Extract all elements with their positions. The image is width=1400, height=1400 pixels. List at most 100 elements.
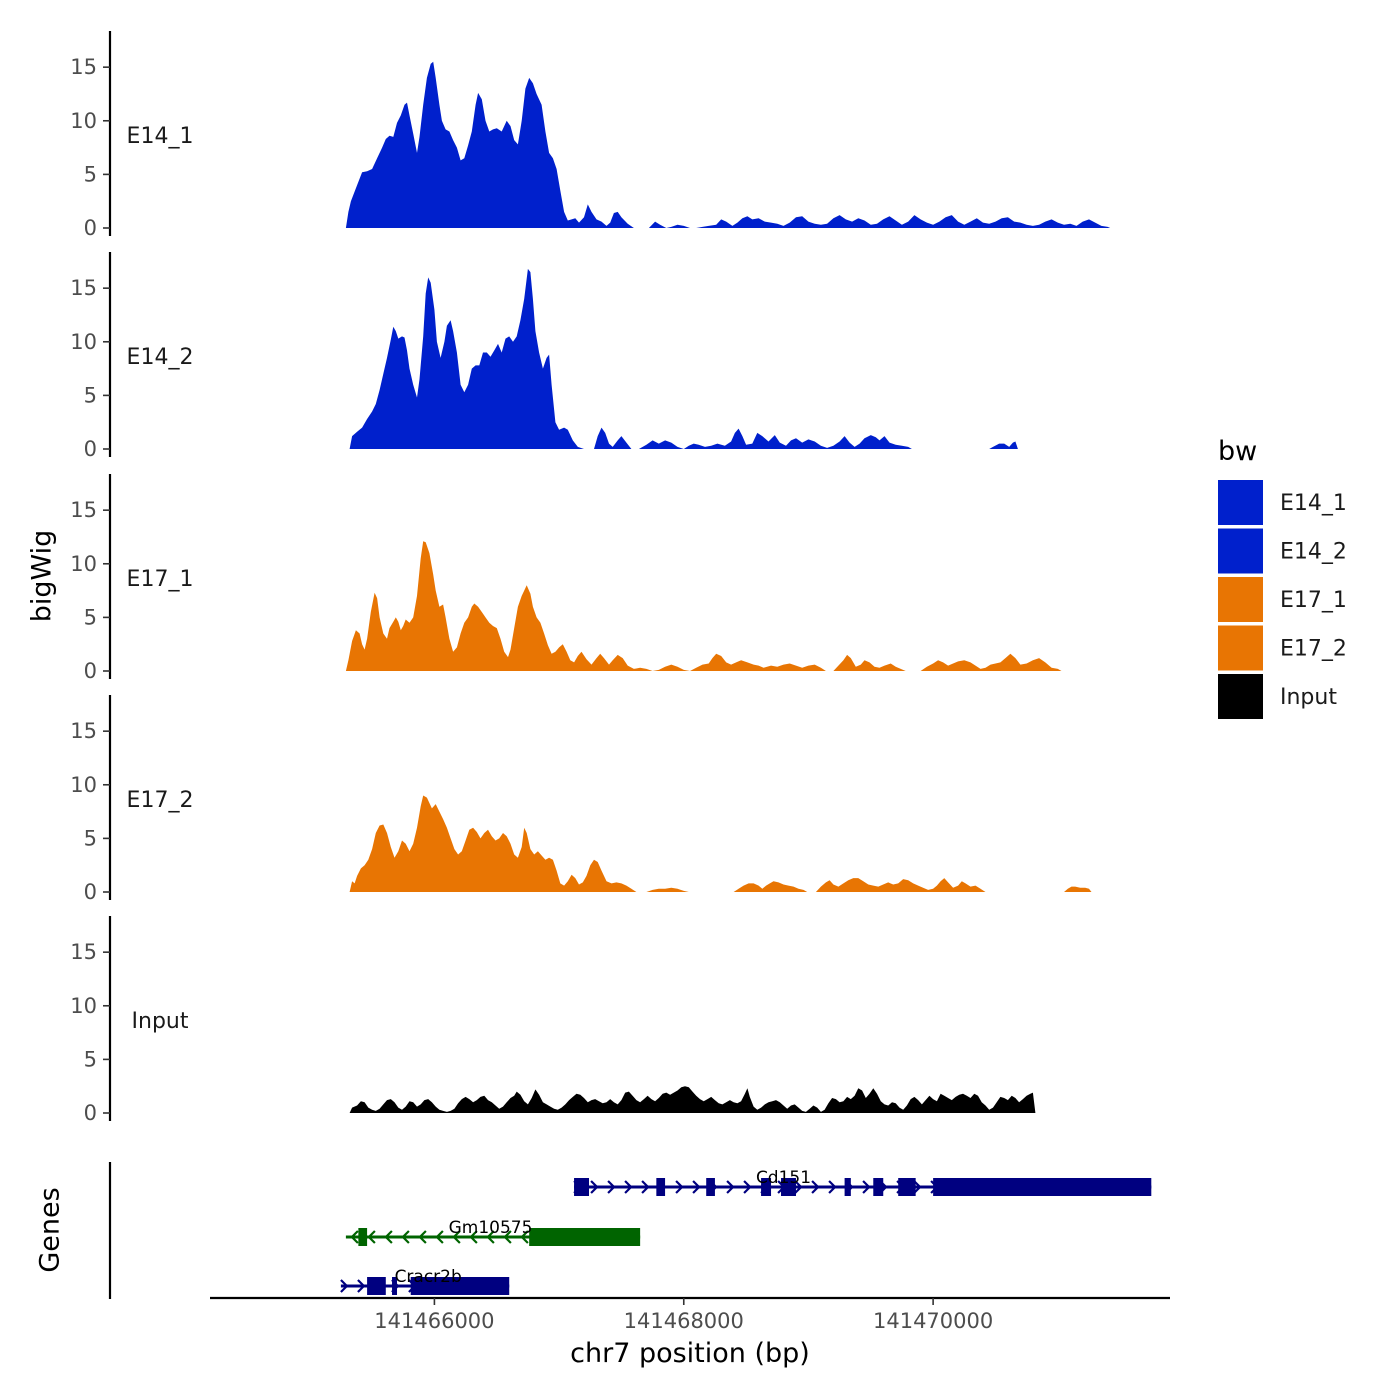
track-label-E14_2: E14_2 (127, 345, 194, 370)
y-tick-label: 10 (70, 994, 97, 1018)
track-label-E17_1: E17_1 (127, 567, 194, 592)
x-axis: 141466000 141468000 141470000 chr7 positio… (210, 1296, 1170, 1369)
y-tick-label: 10 (70, 552, 97, 576)
gene-label: Cd151 (756, 1168, 811, 1188)
y-tick-label: 0 (84, 1101, 97, 1125)
track-label-E14_1: E14_1 (127, 124, 194, 149)
strand-chevron (794, 1180, 803, 1194)
signal-area-E14_1 (345, 61, 1111, 228)
strand-chevron (726, 1180, 735, 1194)
strand-chevron (641, 1180, 650, 1194)
legend-swatch (1218, 577, 1263, 622)
y-axis-title: bigWig (27, 530, 58, 623)
legend-swatch (1218, 480, 1263, 525)
legend-entry-E14_1: E14_1 (1218, 480, 1347, 525)
strand-chevron (520, 1230, 529, 1244)
y-tick-label: 0 (84, 216, 97, 240)
legend-swatch (1218, 528, 1263, 574)
strand-chevron (862, 1180, 871, 1194)
gene-exon (781, 1178, 796, 1196)
gene-exon (574, 1178, 590, 1196)
genes-track-title: Genes (35, 1187, 66, 1272)
strand-chevron (418, 1230, 427, 1244)
strand-chevron (340, 1279, 349, 1293)
legend: bw E14_1 E14_2 E17_1 E17_2 Input (1218, 436, 1347, 719)
panel-E17_2: 0 5 10 15 E17_2 (70, 695, 1092, 904)
gene-exon (844, 1178, 851, 1196)
legend-entry-E14_2: E14_2 (1218, 528, 1347, 574)
strand-chevron (828, 1180, 837, 1194)
legend-label: E17_1 (1280, 588, 1347, 613)
x-tick-label: 141466000 (374, 1309, 494, 1333)
gene-exon (873, 1178, 884, 1196)
strand-chevron (486, 1230, 495, 1244)
signal-area-Input (349, 1086, 1036, 1113)
x-ticks: 141466000 141468000 141470000 (374, 1298, 993, 1333)
gene-exon (358, 1228, 368, 1246)
signal-area-E14_2 (349, 268, 1018, 449)
strand-chevron (401, 1230, 410, 1244)
y-tick-label: 15 (70, 276, 97, 300)
signal-panels: 0 5 10 15 E14_1 0 5 10 15 E14_2 0 5 10 15 E17_1 0 5 10 15 E… (70, 31, 1111, 1125)
strand-chevron (435, 1230, 444, 1244)
gene-models: Cd151 Gm10575 Cracr2b (340, 1168, 1152, 1295)
y-tick-label: 5 (84, 605, 97, 629)
y-tick-label: 5 (84, 826, 97, 850)
strand-chevron (503, 1230, 512, 1244)
y-tick-label: 10 (70, 109, 97, 133)
strand-chevron (469, 1230, 478, 1244)
x-axis-title: chr7 position (bp) (570, 1338, 810, 1369)
legend-label: Input (1280, 685, 1337, 710)
track-label-Input: Input (132, 1009, 189, 1034)
gene-label: Gm10575 (449, 1218, 533, 1238)
gene-Cracr2b: Cracr2b (340, 1267, 510, 1295)
signal-area-E17_1 (345, 541, 1062, 671)
strand-chevron (624, 1180, 633, 1194)
strand-chevron (590, 1180, 599, 1194)
gene-Gm10575: Gm10575 (345, 1218, 641, 1246)
strand-chevron (675, 1180, 684, 1194)
y-tick-label: 15 (70, 498, 97, 522)
gene-exon (933, 1178, 1152, 1196)
panel-E14_2: 0 5 10 15 E14_2 (70, 252, 1018, 461)
gene-exon (410, 1277, 510, 1295)
y-tick-label: 10 (70, 330, 97, 354)
legend-label: E17_2 (1280, 637, 1347, 662)
strand-chevron (743, 1180, 752, 1194)
y-tick-label: 15 (70, 940, 97, 964)
legend-entry-E17_2: E17_2 (1218, 625, 1347, 671)
y-tick-label: 10 (70, 773, 97, 797)
legend-entry-E17_1: E17_1 (1218, 577, 1347, 622)
y-tick-label: 15 (70, 719, 97, 743)
x-tick-label: 141470000 (873, 1309, 993, 1333)
legend-title: bw (1218, 436, 1257, 467)
gene-exon (706, 1178, 715, 1196)
y-tick-label: 5 (84, 383, 97, 407)
panel-E14_1: 0 5 10 15 E14_1 (70, 31, 1111, 240)
y-tick-label: 5 (84, 1047, 97, 1071)
gene-exon (761, 1178, 772, 1196)
panel-Input: 0 5 10 15 Input (70, 916, 1036, 1125)
legend-entry-Input: Input (1218, 674, 1337, 719)
y-tick-label: 5 (84, 162, 97, 186)
x-tick-label: 141468000 (624, 1309, 744, 1333)
panel-E17_1: 0 5 10 15 E17_1 (70, 474, 1062, 683)
strand-chevron (452, 1230, 461, 1244)
y-tick-label: 0 (84, 437, 97, 461)
strand-chevron (607, 1180, 616, 1194)
gene-exon (656, 1178, 666, 1196)
strand-chevron (384, 1230, 393, 1244)
legend-label: E14_1 (1280, 491, 1347, 516)
strand-chevron (350, 1230, 359, 1244)
gene-exon (898, 1178, 916, 1196)
genes-track: Genes Cd151 Gm10575 Cracr2b (35, 1162, 1152, 1299)
gene-exon (529, 1228, 641, 1246)
gene-exon (392, 1277, 398, 1295)
strand-chevron (357, 1279, 366, 1293)
strand-chevron (367, 1230, 376, 1244)
y-tick-label: 0 (84, 880, 97, 904)
gene-label: Cracr2b (395, 1267, 462, 1287)
legend-entries: E14_1 E14_2 E17_1 E17_2 Input (1218, 480, 1347, 719)
signal-area-E17_2 (349, 795, 1092, 892)
